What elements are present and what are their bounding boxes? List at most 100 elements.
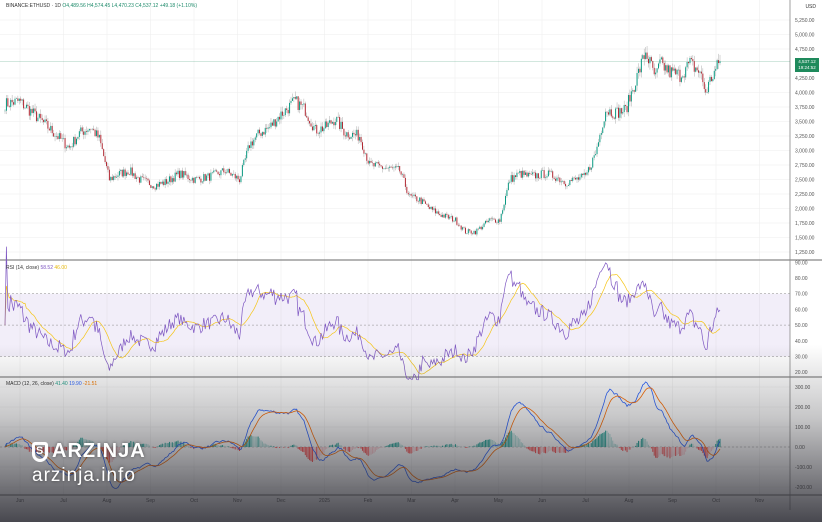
macd-hist-bar [469, 446, 471, 447]
candle [127, 172, 129, 175]
candle [45, 119, 47, 121]
macd-hist-bar [630, 447, 632, 448]
candle [35, 111, 37, 122]
candle [620, 108, 622, 114]
macd-hist-bar [25, 447, 27, 450]
candle [557, 177, 559, 179]
candle [396, 166, 398, 168]
time-tick-label: Sep [146, 498, 155, 504]
candle [483, 223, 485, 227]
candle [357, 129, 359, 141]
macd-hist-bar [296, 445, 298, 447]
candle [626, 106, 628, 113]
price-tick-label: 3,250.00 [795, 134, 815, 140]
candle [500, 213, 502, 222]
candle [163, 181, 165, 186]
candle [489, 218, 491, 221]
macd-hist-bar [339, 445, 341, 447]
candle [444, 213, 446, 218]
candle [680, 77, 682, 82]
candle [300, 101, 302, 105]
time-tick-label: 2025 [319, 498, 330, 504]
macd-hist-bar [426, 446, 428, 447]
candle [279, 116, 281, 120]
macd-hist-bar [147, 444, 149, 447]
macd-hist-bar [299, 447, 301, 450]
candle [695, 67, 697, 72]
candle [241, 165, 243, 177]
macd-hist-bar [682, 447, 684, 456]
price-tick-label: 5,000.00 [795, 33, 815, 39]
candle [546, 176, 548, 178]
candle [422, 199, 424, 204]
candle [407, 192, 409, 195]
macd-hist-bar [666, 447, 668, 458]
macd-hist-bar [369, 447, 371, 456]
candle [128, 174, 130, 175]
candle [655, 72, 657, 75]
candle [619, 108, 621, 118]
candle [269, 127, 271, 128]
macd-hist-bar [14, 443, 16, 447]
candle [173, 178, 175, 182]
candle [404, 177, 406, 187]
candle [350, 136, 352, 139]
candle [510, 175, 512, 182]
candle [689, 57, 691, 64]
macd-hist-bar [283, 447, 285, 448]
candle [656, 68, 658, 73]
macd-hist-bar [424, 446, 426, 447]
macd-hist-bar [539, 447, 541, 455]
macd-hist-bar [559, 447, 561, 453]
rsi-tick-label: 80.00 [795, 276, 808, 282]
candle [669, 65, 671, 78]
candle [151, 186, 153, 188]
candle [549, 170, 551, 172]
candle [15, 98, 17, 99]
candle [186, 174, 188, 176]
candle [191, 177, 193, 181]
candle [690, 57, 692, 60]
candle [319, 132, 321, 134]
candle [632, 90, 634, 92]
candle [617, 107, 619, 118]
macd-hist-bar [250, 435, 252, 447]
candle [130, 167, 132, 175]
macd-hist-bar [519, 439, 521, 447]
macd-hist-bar [452, 444, 454, 447]
candle [297, 96, 299, 110]
macd-hist-bar [442, 445, 444, 447]
macd-hist-bar [343, 447, 345, 450]
macd-hist-bar [407, 447, 409, 454]
candle [430, 206, 432, 209]
macd-hist-bar [459, 446, 461, 447]
watermark-brand: ARZINJA [52, 440, 146, 462]
macd-hist-bar [374, 447, 376, 452]
candle [665, 65, 667, 71]
candle [141, 176, 143, 178]
candle [307, 117, 309, 121]
macd-hist-bar [334, 444, 336, 447]
candle [372, 162, 374, 164]
candle [233, 173, 235, 175]
candle [51, 125, 53, 134]
candle [194, 177, 196, 183]
macd-hist-bar [404, 447, 406, 450]
candle [552, 171, 554, 178]
macd-hist-bar [616, 444, 618, 447]
candle [473, 230, 475, 234]
candle [414, 194, 416, 197]
candle [200, 178, 202, 183]
candle [91, 128, 93, 130]
candle [409, 193, 411, 195]
candle [648, 58, 649, 64]
candle [466, 233, 468, 234]
candle [587, 167, 589, 173]
macd-hist-bar [220, 445, 222, 447]
candle [715, 68, 717, 71]
candle [443, 214, 445, 218]
candle [506, 190, 508, 196]
macd-hist-bar [643, 438, 645, 447]
candle [590, 167, 592, 170]
macd-hist-bar [439, 445, 441, 447]
